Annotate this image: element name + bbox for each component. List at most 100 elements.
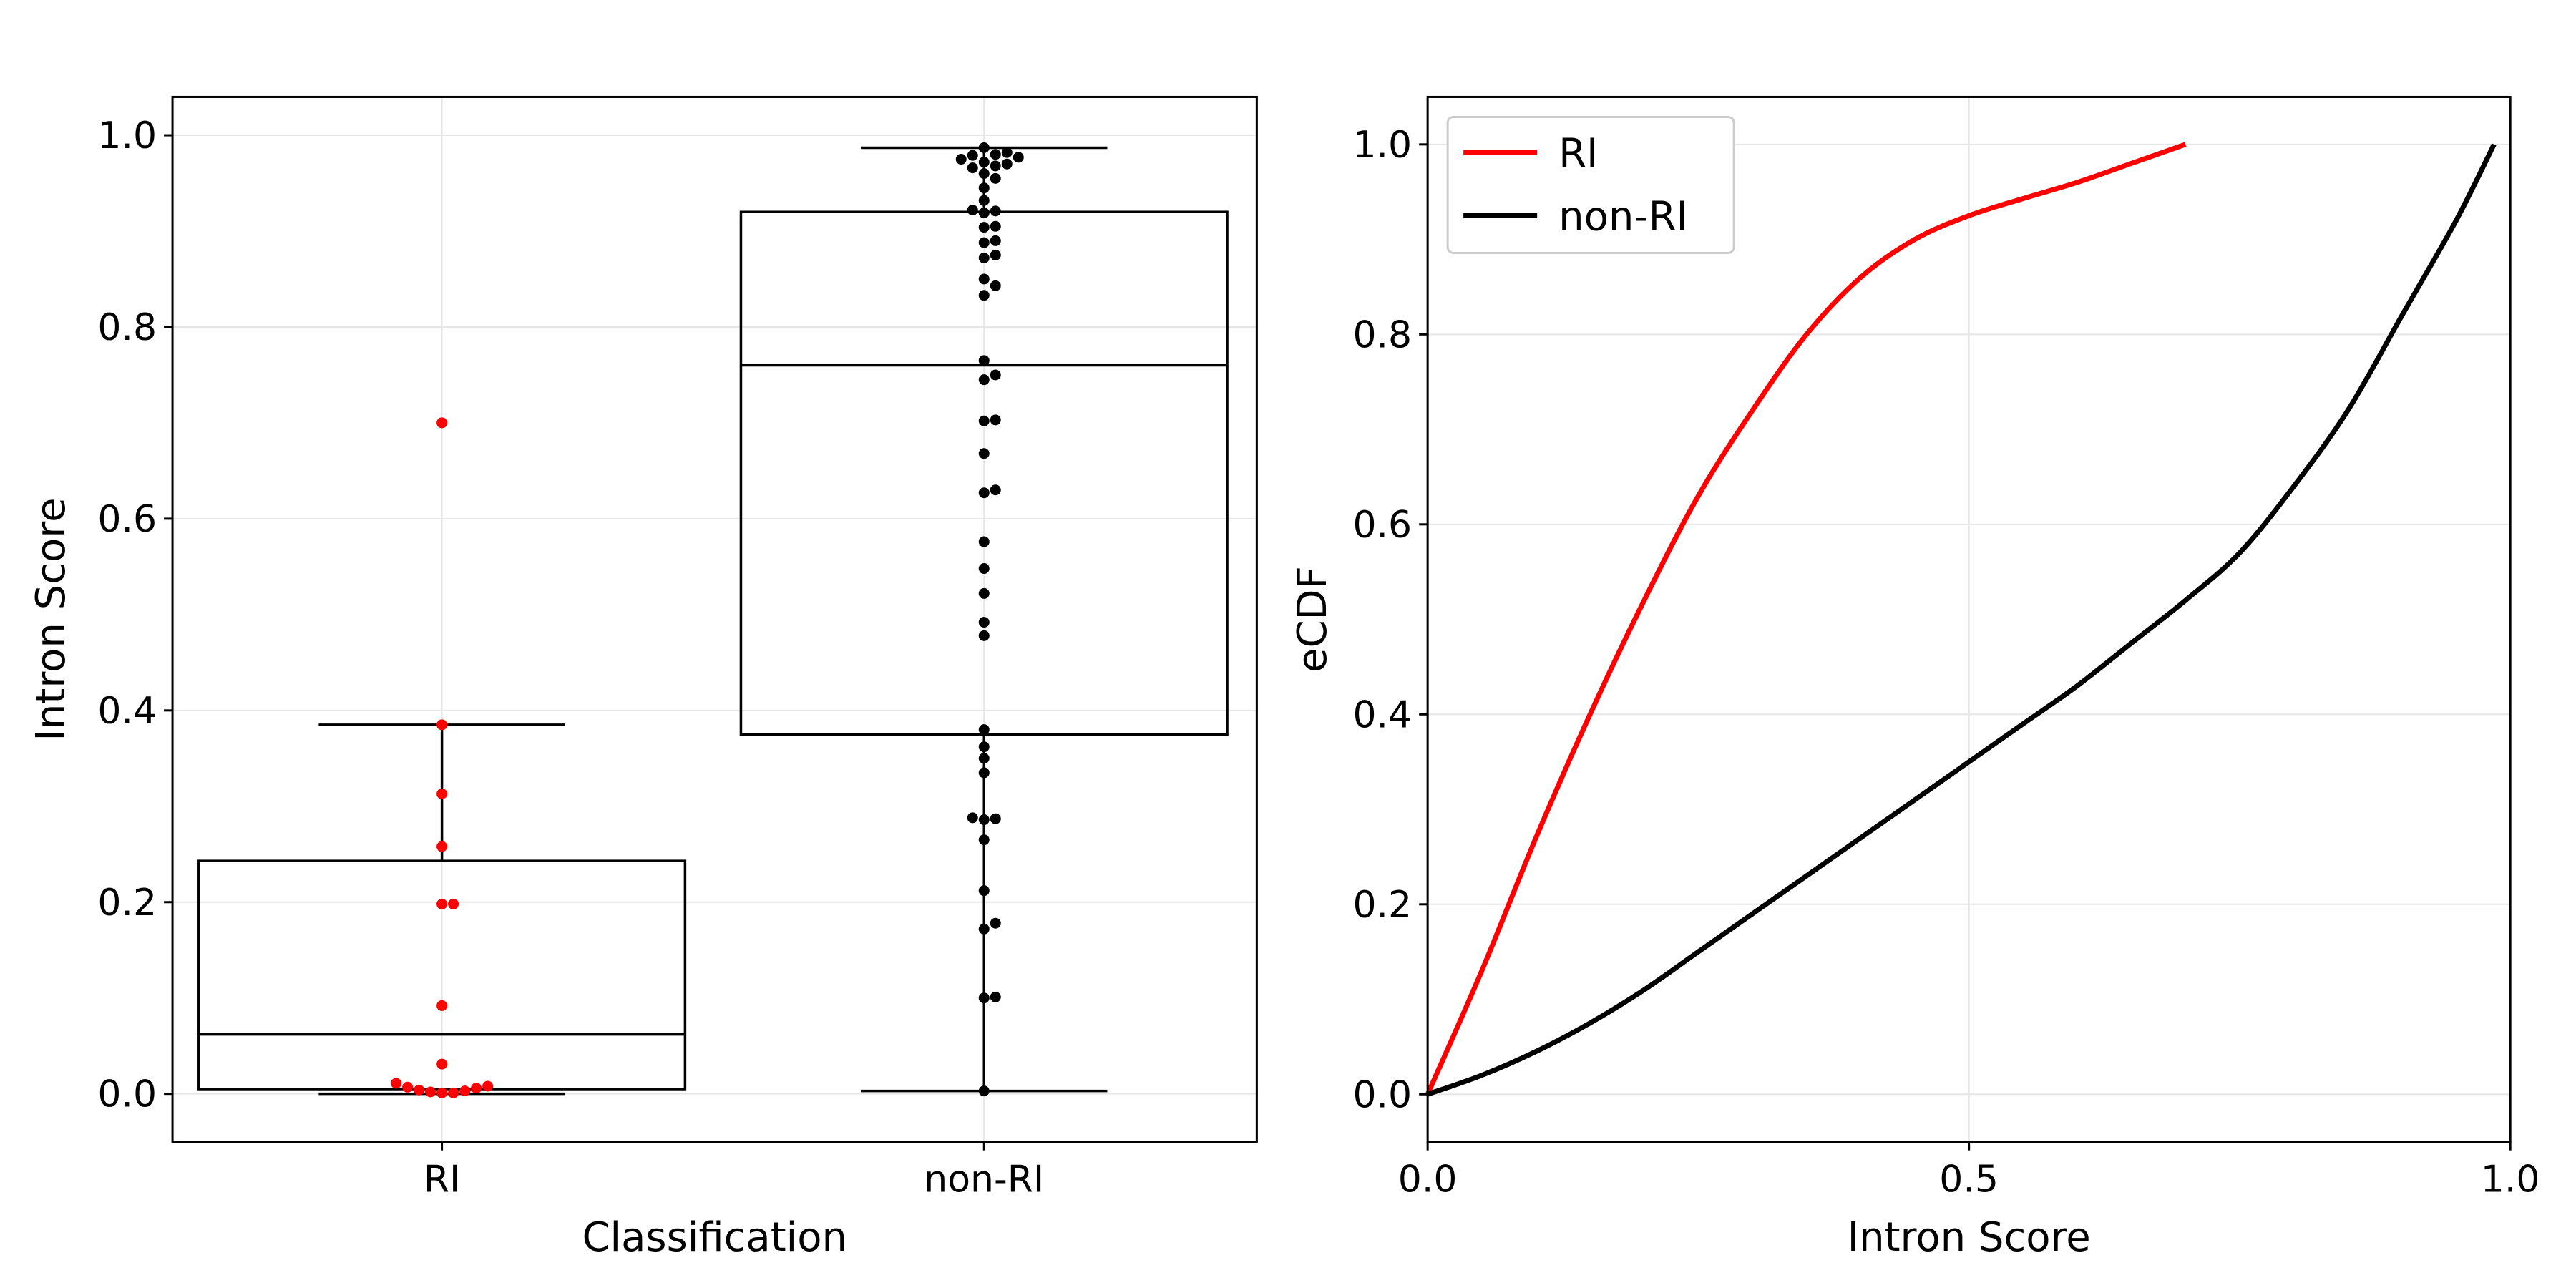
data-point [436, 841, 448, 852]
data-point [978, 157, 990, 168]
series-line-non-RI [1426, 143, 2497, 1097]
x-axis-label: Intron Score [1848, 1214, 2091, 1261]
x-tick-label: 0.0 [1398, 1158, 1458, 1201]
data-point [967, 162, 978, 174]
y-tick-label: 0.2 [97, 882, 157, 924]
data-point [990, 813, 1001, 824]
data-point [978, 237, 990, 248]
y-tick-label: 0.4 [97, 690, 157, 733]
data-point [448, 1087, 459, 1098]
data-point [978, 834, 990, 846]
legend: RI non-RI [1446, 115, 1735, 254]
data-point [955, 154, 967, 165]
data-point [978, 415, 990, 426]
data-point [1001, 147, 1013, 158]
x-tick-label: RI [424, 1158, 460, 1201]
data-point [436, 1058, 448, 1070]
data-point [978, 374, 990, 386]
ecdf-plot: 0.0 0.2 0.4 0.6 0.8 1.0 0.0 0.5 1.0 Intron Score e… [1289, 95, 2540, 1261]
data-point [978, 448, 990, 459]
data-point [990, 205, 1001, 217]
data-point [471, 1083, 482, 1094]
data-point [436, 788, 448, 799]
data-point [978, 290, 990, 301]
data-point [990, 172, 1001, 184]
data-point [436, 1000, 448, 1011]
data-point [436, 1087, 448, 1098]
plot-frame [171, 95, 1258, 1143]
data-point [978, 487, 990, 499]
data-point [978, 142, 990, 153]
data-point [482, 1080, 494, 1092]
y-tick-label: 0.0 [97, 1073, 157, 1116]
y-tick-label: 1.0 [1352, 124, 1412, 167]
y-tick-label: 0.8 [1352, 313, 1412, 356]
x-tick-label: 1.0 [2481, 1158, 2540, 1201]
data-point [436, 417, 448, 429]
data-point [978, 195, 990, 206]
data-point [978, 753, 990, 764]
data-point [1013, 152, 1024, 163]
data-point [978, 168, 990, 180]
data-point [978, 563, 990, 575]
data-point [990, 149, 1001, 160]
data-point [978, 222, 990, 233]
series-line-RI [1425, 142, 2187, 1096]
y-axis-label: Intron Score [28, 497, 74, 741]
data-point [990, 249, 1001, 260]
data-point [459, 1085, 471, 1097]
data-point [990, 280, 1001, 291]
x-axis-label: Classification [582, 1214, 847, 1261]
data-point [978, 536, 990, 547]
data-point [436, 898, 448, 909]
data-point [414, 1084, 425, 1096]
data-point [990, 917, 1001, 929]
box-swarm-plot: 0.0 0.2 0.4 0.6 0.8 1.0 RI non-RI Classification… [28, 95, 1258, 1261]
data-point [978, 182, 990, 194]
data-point [990, 991, 1001, 1002]
data-point [990, 369, 1001, 381]
box-RI [197, 417, 687, 1098]
data-point [978, 208, 990, 219]
y-tick-label: 0.6 [1352, 504, 1412, 547]
data-point [990, 484, 1001, 496]
data-point [978, 923, 990, 935]
x-tick-label: non-RI [924, 1158, 1044, 1201]
data-point [978, 273, 990, 285]
y-tick-label: 0.4 [1352, 693, 1412, 736]
data-point [391, 1078, 402, 1089]
data-point [990, 414, 1001, 426]
data-point [978, 885, 990, 897]
data-point [967, 812, 978, 824]
y-tick-label: 0.8 [97, 306, 157, 349]
data-point [436, 719, 448, 731]
data-point [990, 220, 1001, 232]
y-axis-label: eCDF [1289, 566, 1336, 673]
data-point [978, 814, 990, 826]
data-point [978, 992, 990, 1004]
data-point [978, 617, 990, 628]
data-point [448, 898, 459, 909]
y-tick-label: 0.0 [1352, 1073, 1412, 1116]
data-point [978, 587, 990, 599]
y-tick-label: 0.2 [1352, 884, 1412, 927]
data-point [978, 724, 990, 736]
box-non-RI [739, 142, 1229, 1097]
legend-label: non-RI [1558, 193, 1688, 240]
data-point [978, 253, 990, 264]
y-tick-label: 0.6 [97, 498, 157, 541]
data-point [978, 741, 990, 753]
data-point [1001, 158, 1013, 170]
data-point [978, 630, 990, 641]
data-point [402, 1081, 414, 1093]
data-point [967, 150, 978, 161]
data-point [978, 355, 990, 366]
y-tick-label: 1.0 [97, 114, 157, 157]
legend-label: RI [1558, 130, 1598, 177]
data-point [425, 1086, 436, 1098]
data-point [967, 205, 978, 216]
x-tick-label: 0.5 [1939, 1158, 1999, 1201]
data-point [978, 1085, 990, 1097]
data-point [990, 160, 1001, 172]
